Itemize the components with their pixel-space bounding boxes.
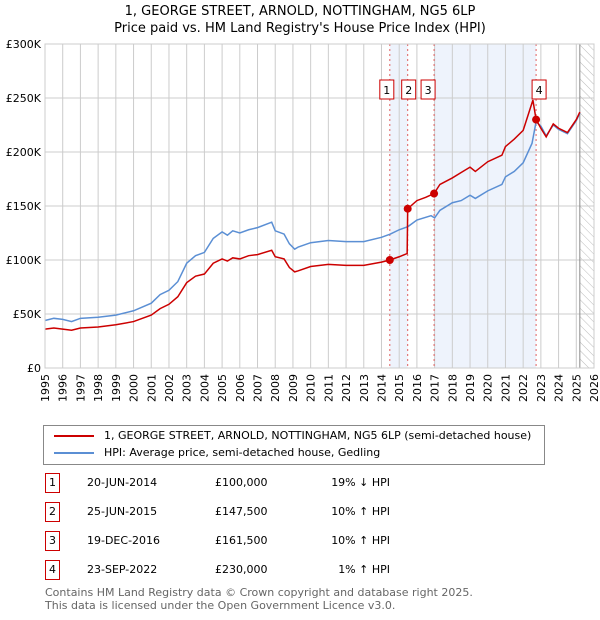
x-tick-label: 2015: [393, 374, 406, 402]
x-tick-label: 2000: [128, 374, 141, 402]
chart-title: 1, GEORGE STREET, ARNOLD, NOTTINGHAM, NG…: [124, 4, 476, 19]
sale-label-box: [379, 79, 395, 100]
x-tick-label: 2004: [198, 374, 211, 402]
transaction-hpi-diff: 1% ↑ HPI: [338, 563, 390, 576]
transaction-number: 4: [45, 560, 60, 580]
transaction-hpi-diff: 10% ↑ HPI: [331, 534, 390, 547]
sale-label: 1: [383, 84, 390, 97]
x-tick-label: 2009: [287, 374, 300, 402]
x-tick-label: 2008: [269, 374, 282, 402]
x-tick-label: 2011: [322, 374, 335, 402]
transaction-row: 1 20-JUN-2014 £100,000 19% ↓ HPI: [45, 473, 545, 493]
transaction-date: 25-JUN-2015: [87, 505, 158, 518]
transaction-price: £230,000: [215, 563, 268, 576]
y-tick-label: £200K: [6, 146, 42, 159]
hpi-legend-swatch: [54, 452, 94, 454]
transaction-price: £100,000: [215, 476, 268, 489]
sale-label-box: [531, 79, 547, 100]
price-legend-swatch: [54, 435, 94, 437]
x-tick-label: 2022: [517, 374, 530, 402]
plot-border: [44, 43, 595, 369]
x-tick-label: 2002: [163, 374, 176, 402]
x-tick-label: 2013: [358, 374, 371, 402]
x-tick-label: 2010: [305, 374, 318, 402]
sale-point: [385, 256, 394, 264]
sale-label-box: [420, 79, 436, 100]
x-tick-label: 2016: [411, 374, 424, 402]
x-tick-label: 1999: [110, 374, 123, 402]
x-tick-label: 2019: [464, 374, 477, 402]
y-tick-label: £300K: [6, 38, 42, 51]
x-tick-label: 1997: [74, 374, 87, 402]
x-tick-label: 2001: [145, 374, 158, 402]
x-tick-label: 1998: [92, 374, 105, 402]
y-tick-label: £100K: [6, 254, 42, 267]
x-tick-label: 2024: [553, 374, 566, 402]
x-tick-label: 2006: [234, 374, 247, 402]
footer-licence: This data is licensed under the Open Gov…: [45, 599, 396, 612]
transaction-number: 1: [45, 473, 60, 493]
sale-label: 4: [536, 84, 543, 97]
x-tick-label: 2025: [570, 374, 583, 402]
transaction-price: £161,500: [215, 534, 268, 547]
x-tick-label: 2005: [216, 374, 229, 402]
transaction-row: 3 19-DEC-2016 £161,500 10% ↑ HPI: [45, 531, 545, 551]
y-tick-label: £150K: [6, 200, 42, 213]
sale-point: [430, 189, 439, 198]
x-tick-label: 2023: [535, 374, 548, 402]
transaction-price: £147,500: [215, 505, 268, 518]
transaction-date: 19-DEC-2016: [87, 534, 161, 547]
y-tick-label: £50K: [13, 308, 42, 321]
x-tick-label: 2003: [181, 374, 194, 402]
sale-label: 2: [405, 84, 412, 97]
transaction-number: 2: [45, 502, 60, 522]
x-tick-label: 2012: [340, 374, 353, 402]
x-tick-label: 2026: [588, 374, 600, 402]
y-tick-label: £0: [27, 362, 41, 375]
transaction-hpi-diff: 10% ↑ HPI: [331, 505, 390, 518]
sale-label: 3: [425, 84, 432, 97]
legend: 1, GEORGE STREET, ARNOLD, NOTTINGHAM, NG…: [43, 425, 545, 465]
x-tick-label: 2007: [252, 374, 265, 402]
footer-copyright: Contains HM Land Registry data © Crown c…: [45, 586, 473, 599]
transaction-date: 23-SEP-2022: [87, 563, 158, 576]
x-tick-label: 2017: [429, 374, 442, 402]
chart-subtitle: Price paid vs. HM Land Registry's House …: [114, 21, 486, 36]
x-tick-label: 1995: [39, 374, 52, 402]
sale-label-box: [401, 79, 417, 100]
sale-point: [403, 204, 412, 213]
transaction-hpi-diff: 19% ↓ HPI: [331, 476, 390, 489]
transaction-date: 20-JUN-2014: [87, 476, 158, 489]
price-chart: 1995 1996 1997 1998 1999 2000 2001 2002 2003 2004…: [6, 38, 600, 402]
x-tick-label: 2018: [446, 374, 459, 402]
x-tick-label: 2021: [499, 374, 512, 402]
legend-hpi-label: HPI: Average price, semi-detached house,…: [104, 446, 381, 459]
transaction-number: 3: [45, 531, 60, 551]
y-tick-label: £250K: [6, 92, 42, 105]
hpi-series-line: [44, 112, 581, 323]
transaction-row: 2 25-JUN-2015 £147,500 10% ↑ HPI: [45, 502, 545, 522]
legend-price-label: 1, GEORGE STREET, ARNOLD, NOTTINGHAM, NG…: [104, 429, 532, 442]
price-series-line: [44, 99, 581, 331]
transaction-row: 4 23-SEP-2022 £230,000 1% ↑ HPI: [45, 560, 545, 580]
x-tick-label: 2020: [482, 374, 495, 402]
sale-point: [532, 115, 541, 124]
x-tick-label: 2014: [375, 374, 388, 402]
x-tick-label: 1996: [57, 374, 70, 402]
